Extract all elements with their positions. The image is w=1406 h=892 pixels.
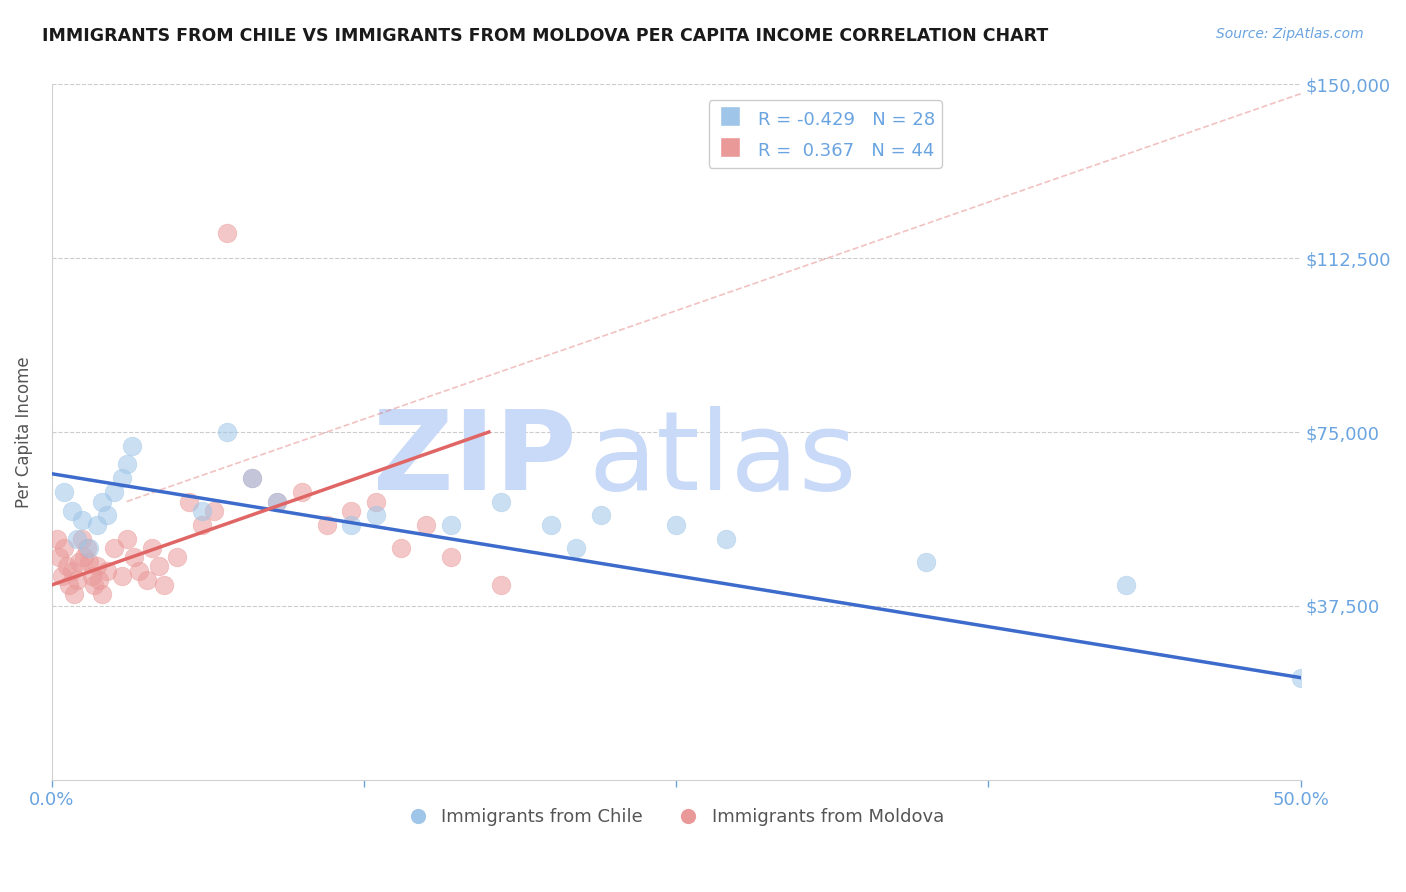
Point [51,568,73,582]
Text: IMMIGRANTS FROM CHILE VS IMMIGRANTS FROM MOLDOVA PER CAPITA INCOME CORRELATION C: IMMIGRANTS FROM CHILE VS IMMIGRANTS FROM… [42,27,1049,45]
Point [86,517,108,532]
Point [240,471,263,485]
Point [179,494,201,508]
Point [60,504,83,518]
Point [1289,671,1312,685]
Point [366,508,388,523]
Legend: Immigrants from Chile, Immigrants from Moldova: Immigrants from Chile, Immigrants from M… [402,801,950,833]
Point [76,541,98,555]
Point [915,555,938,569]
Point [340,504,363,518]
Point [60,564,83,578]
Point [45,532,67,546]
Point [202,504,225,518]
Point [290,485,312,500]
Point [240,471,263,485]
Point [53,485,76,500]
Point [128,564,150,578]
Point [591,508,613,523]
Text: atlas: atlas [589,407,858,513]
Point [77,555,100,569]
Point [153,578,176,592]
Point [565,541,588,555]
Text: ZIP: ZIP [373,407,576,513]
Point [391,541,413,555]
Point [53,541,76,555]
Point [121,439,143,453]
Point [122,550,145,565]
Point [440,550,463,565]
Point [266,494,288,508]
Point [90,587,112,601]
Point [70,513,93,527]
Text: Source: ZipAtlas.com: Source: ZipAtlas.com [1216,27,1364,41]
Point [66,532,89,546]
Point [115,532,138,546]
Point [96,564,118,578]
Point [63,587,86,601]
Point [90,494,112,508]
Point [55,559,77,574]
Point [70,532,93,546]
Point [141,541,163,555]
Point [135,574,157,588]
Point [66,574,89,588]
Point [89,574,111,588]
Point [665,517,688,532]
Point [148,559,170,574]
Point [67,555,90,569]
Point [83,578,105,592]
Point [77,541,100,555]
Point [540,517,562,532]
Point [103,485,125,500]
Point [366,494,388,508]
Point [48,550,70,565]
Point [190,504,212,518]
Point [415,517,437,532]
Point [215,425,238,439]
Point [266,494,288,508]
Point [111,568,134,582]
Point [1115,578,1137,592]
Point [714,532,737,546]
Point [340,517,363,532]
Point [190,517,212,532]
Point [73,550,96,565]
Point [491,578,513,592]
Point [315,517,337,532]
Point [166,550,188,565]
Point [103,541,125,555]
Point [491,494,513,508]
Point [96,508,118,523]
Point [80,568,103,582]
Point [111,471,134,485]
Point [58,578,80,592]
Point [86,559,108,574]
Point [215,226,238,240]
Point [440,517,463,532]
Point [115,458,138,472]
Y-axis label: Per Capita Income: Per Capita Income [15,356,32,508]
